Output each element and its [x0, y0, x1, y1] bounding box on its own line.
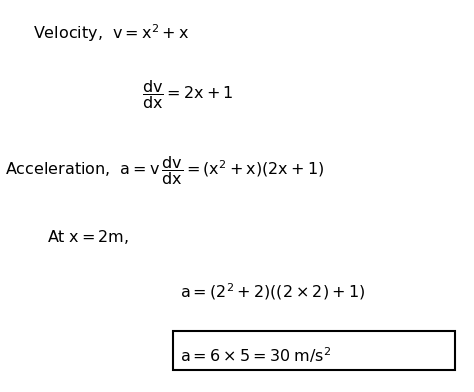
Text: $\mathsf{\dfrac{dv}{dx} = 2x + 1}$: $\mathsf{\dfrac{dv}{dx} = 2x + 1}$: [142, 78, 234, 111]
Text: $\mathsf{a = 6 \times 5 = 30\; m/s^2}$: $\mathsf{a = 6 \times 5 = 30\; m/s^2}$: [180, 345, 331, 365]
Text: Acceleration,  $\mathsf{a = v\,\dfrac{dv}{dx} = (x^2 + x)(2x + 1)}$: Acceleration, $\mathsf{a = v\,\dfrac{dv}…: [5, 154, 324, 187]
Text: Velocity,  $\mathsf{v = x^2 + x}$: Velocity, $\mathsf{v = x^2 + x}$: [33, 22, 189, 44]
Text: $\mathsf{a = (2^2 + 2)((2 \times 2) + 1)}$: $\mathsf{a = (2^2 + 2)((2 \times 2) + 1)…: [180, 282, 365, 302]
Text: $\mathsf{At\; x = 2m,}$: $\mathsf{At\; x = 2m,}$: [47, 228, 129, 246]
